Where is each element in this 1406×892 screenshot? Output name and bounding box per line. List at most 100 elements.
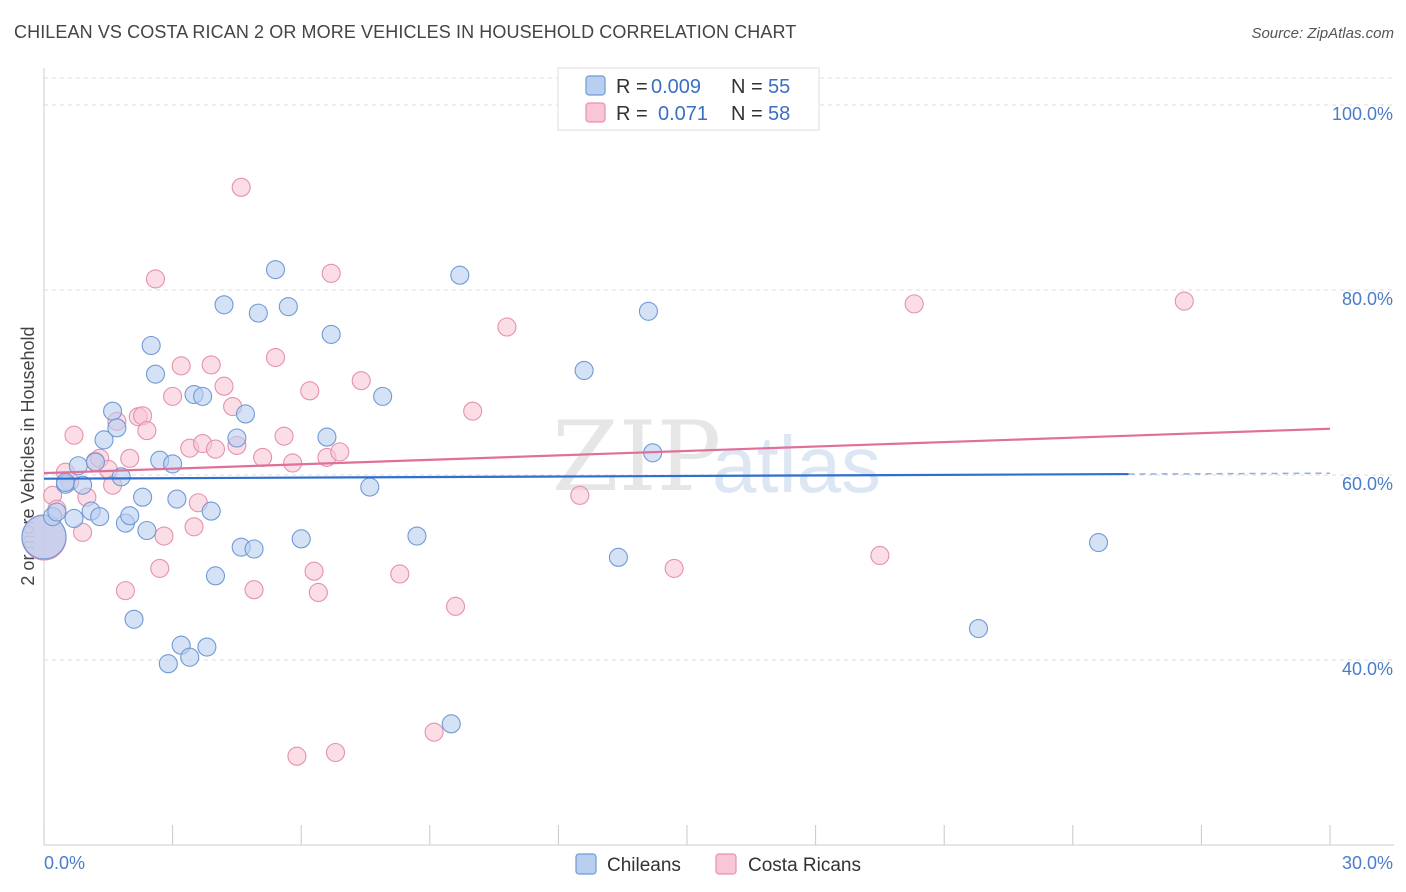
legend-n-label-costa-ricans: N = (731, 103, 763, 125)
costa-rican-point-41 (308, 582, 328, 603)
chilean-point-9 (85, 452, 105, 472)
chilean-point-36 (235, 404, 256, 424)
chilean-point-5 (64, 508, 84, 529)
chilean-point-42 (317, 427, 337, 447)
chilean-point-13 (107, 418, 127, 438)
costa-rican-point-38 (287, 746, 307, 766)
costa-rican-point-19 (150, 558, 170, 578)
watermark: ZIP atlas (552, 401, 881, 513)
chilean-point-48 (450, 265, 470, 285)
chilean-point-10 (90, 507, 110, 527)
costa-rican-point-45 (330, 442, 350, 462)
legend-n-value-costa-ricans: 58 (768, 103, 790, 125)
chilean-point-12 (103, 401, 123, 421)
chilean-point-53 (968, 618, 989, 639)
chilean-points (21, 260, 1109, 734)
costa-rican-point-6 (73, 522, 93, 542)
costa-rican-point-51 (497, 317, 517, 337)
costa-rican-point-18 (145, 269, 166, 289)
source-credit: Source: ZipAtlas.com (1251, 25, 1394, 42)
costa-rican-point-48 (424, 722, 444, 742)
costa-rican-point-49 (445, 596, 466, 616)
legend: R = 0.009 N = 55 R = 0.071 N = 58 (557, 67, 820, 131)
costa-rican-point-34 (253, 447, 273, 467)
costa-rican-point-13 (115, 581, 135, 601)
costa-rican-point-37 (283, 453, 303, 473)
chilean-point-41 (291, 529, 311, 549)
costa-rican-point-43 (321, 263, 341, 283)
costa-rican-point-14 (120, 448, 140, 468)
chart-title: CHILEAN VS COSTA RICAN 2 OR MORE VEHICLE… (14, 22, 797, 42)
chilean-point-18 (133, 487, 153, 507)
costa-rican-point-36 (274, 426, 294, 446)
legend-swatch-chileans (585, 75, 606, 96)
costa-rican-point-28 (205, 439, 226, 459)
chilean-point-23 (158, 654, 178, 674)
bottom-legend-label-chileans: Chileans (607, 855, 681, 876)
costa-rican-point-5 (64, 425, 84, 445)
chilean-point-4 (55, 472, 75, 492)
chilean-point-27 (180, 647, 200, 667)
legend-r-value-costa-ricans: 0.071 (658, 103, 708, 125)
chilean-point-30 (197, 637, 217, 657)
legend-swatch-costa-ricans (585, 102, 606, 123)
chilean-point-31 (201, 501, 221, 521)
chilean-point-40 (278, 297, 298, 317)
chilean-point-50 (608, 547, 628, 567)
y-tick-label-40: 40.0% (1342, 659, 1393, 679)
legend-r-value-chileans: 0.009 (651, 76, 701, 98)
costa-rican-point-47 (390, 564, 410, 584)
x-tick-label-min: 0.0% (44, 853, 85, 873)
chilean-point-37 (244, 539, 264, 559)
costa-rican-point-24 (184, 517, 204, 537)
bottom-legend-label-costa-ricans: Costa Ricans (748, 855, 861, 876)
costa-rican-point-32 (231, 177, 251, 197)
costa-rican-point-53 (664, 558, 684, 578)
chilean-point-19 (137, 520, 157, 541)
costa-rican-point-29 (214, 376, 234, 396)
chilean-point-44 (360, 477, 380, 497)
chilean-point-11 (94, 430, 114, 450)
costa-rican-point-35 (265, 347, 286, 368)
chilean-point-34 (227, 428, 247, 448)
chilean-point-43 (321, 324, 341, 344)
costa-rican-point-55 (904, 294, 924, 314)
y-tick-label-80: 80.0% (1342, 289, 1393, 309)
chilean-point-20 (141, 335, 161, 356)
costa-rican-point-22 (171, 356, 191, 376)
costa-rican-point-52 (570, 485, 590, 505)
chilean-point-14 (111, 467, 131, 487)
chilean-point-21 (145, 364, 166, 384)
costa-rican-point-50 (463, 401, 483, 421)
costa-rican-point-17 (137, 421, 157, 441)
chilean-point-7 (73, 475, 93, 495)
legend-r-label-chileans: R = (616, 76, 648, 98)
chilean-point-32 (205, 566, 226, 586)
chilean-point-54 (1088, 532, 1109, 553)
chilean-point-51 (638, 301, 658, 321)
chilean-point-16 (120, 506, 140, 526)
costa-rican-point-27 (201, 355, 221, 375)
chilean-trend-line (43, 472, 1129, 480)
chilean-point-49 (574, 360, 594, 381)
costa-rican-point-54 (870, 545, 890, 566)
chilean-point-17 (124, 609, 144, 629)
y-tick-label-60: 60.0% (1342, 474, 1393, 494)
gridlines (44, 77, 1394, 661)
chilean-point-39 (265, 260, 286, 280)
x-axis-ticks (43, 825, 1331, 845)
costa-rican-point-44 (325, 742, 346, 763)
costa-rican-trend-line (43, 427, 1331, 475)
costa-rican-point-33 (244, 580, 264, 600)
chilean-point-46 (407, 526, 427, 546)
trend-lines (43, 427, 1331, 480)
costa-rican-point-56 (1174, 291, 1194, 311)
chilean-point-38 (248, 303, 268, 323)
costa-rican-point-21 (163, 386, 183, 406)
y-tick-labels: 40.0% 60.0% 80.0% 100.0% (1332, 104, 1393, 679)
legend-n-value-chileans: 55 (768, 76, 790, 98)
chilean-point-2 (47, 502, 67, 522)
bottom-legend: Chileans Costa Ricans (575, 853, 861, 876)
bottom-legend-swatch-chileans (575, 853, 597, 875)
